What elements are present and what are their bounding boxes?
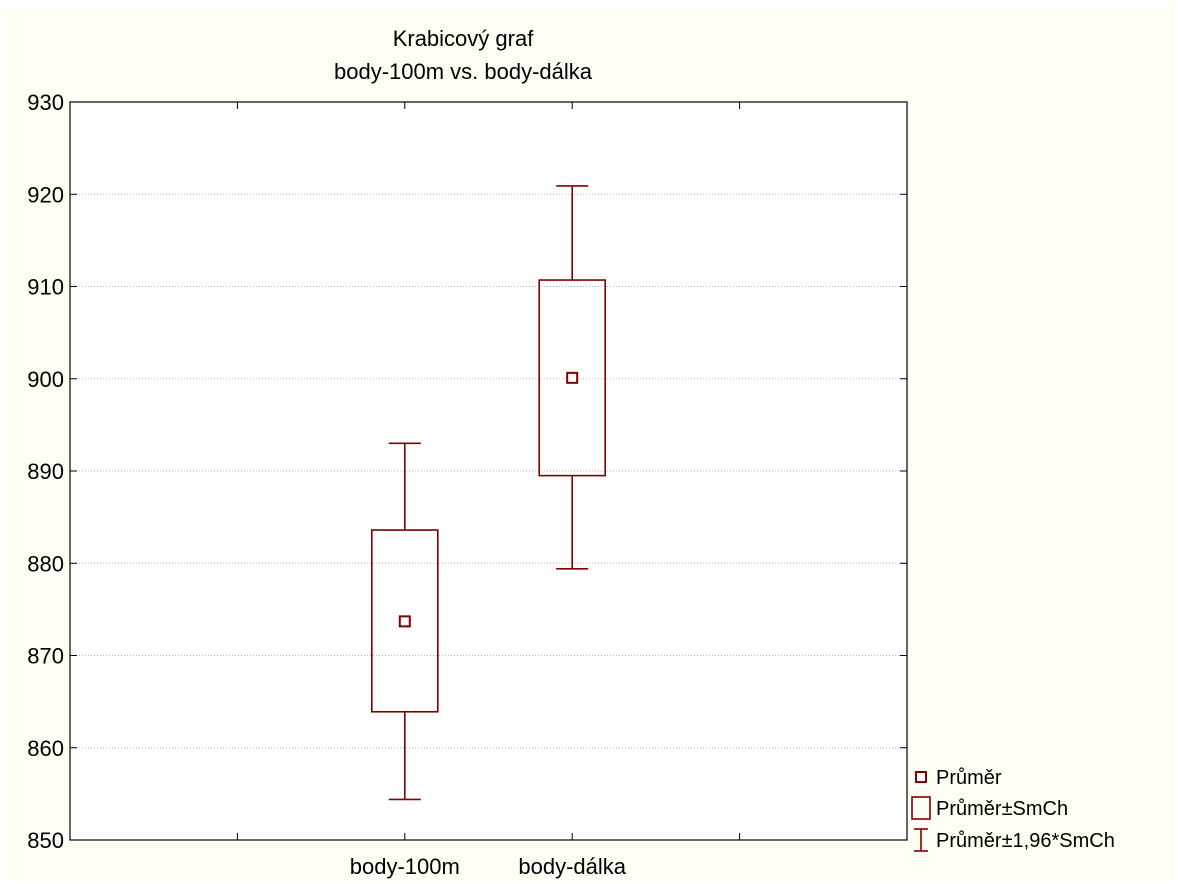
chart-title-line: Krabicový graf xyxy=(393,26,535,51)
legend: Průměr Průměr±SmCh Průměr±1,96*SmCh xyxy=(911,767,1115,852)
legend-item: Průměr±SmCh xyxy=(911,796,1068,820)
y-tick-label: 890 xyxy=(27,459,64,484)
chart-frame: Krabicový graf body-100m vs. body-dálka 8… xyxy=(4,6,1174,882)
y-axis-ticks: 850 860 870 880 890 900 910 920 930 xyxy=(27,90,907,853)
y-tick-label: 930 xyxy=(27,90,64,115)
y-tick-label: 900 xyxy=(27,367,64,392)
box-body-dálka xyxy=(538,185,607,570)
plot-area xyxy=(69,101,908,841)
legend-item: Průměr xyxy=(915,767,1002,789)
x-category-label: body-dálka xyxy=(518,854,626,879)
legend-label: Průměr±1,96*SmCh xyxy=(936,830,1115,852)
mean-marker xyxy=(398,615,411,628)
y-tick-label: 920 xyxy=(27,182,64,207)
y-tick-label: 850 xyxy=(27,828,64,853)
box-rect xyxy=(370,529,439,713)
legend-label: Průměr±SmCh xyxy=(936,798,1068,820)
legend-mean-symbol xyxy=(915,771,927,783)
legend-label: Průměr xyxy=(936,767,1002,789)
chart-title-line: body-100m vs. body-dálka xyxy=(334,59,593,84)
y-tick-label: 870 xyxy=(27,644,64,669)
chart-title: Krabicový graf body-100m vs. body-dálka xyxy=(334,26,593,84)
x-axis-ticks: body-100m body-dálka xyxy=(236,102,741,879)
y-tick-label: 880 xyxy=(27,551,64,576)
legend-box-symbol xyxy=(911,796,931,820)
box-plot-chart: Krabicový graf body-100m vs. body-dálka 8… xyxy=(27,26,1115,879)
x-category-label: body-100m xyxy=(350,854,460,879)
box-body-100m xyxy=(370,442,439,801)
box-rect xyxy=(538,279,607,477)
mean-marker xyxy=(566,371,579,384)
y-tick-label: 860 xyxy=(27,736,64,761)
y-tick-label: 910 xyxy=(27,275,64,300)
box-series xyxy=(370,185,607,801)
legend-item: Průměr±1,96*SmCh xyxy=(914,828,1115,852)
